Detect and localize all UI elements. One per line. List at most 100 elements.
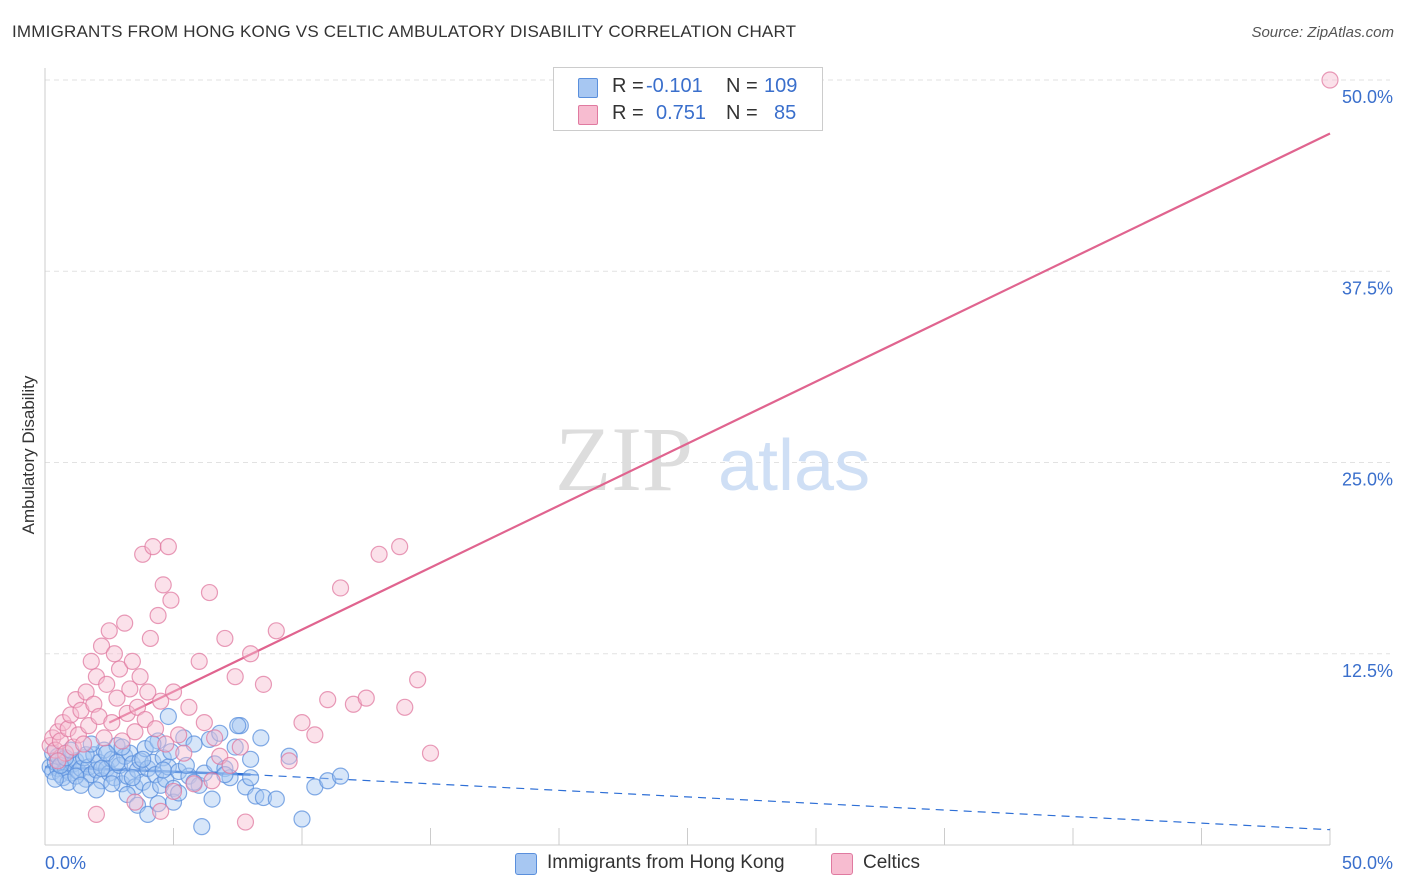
data-point [319, 772, 337, 790]
chart-title: IMMIGRANTS FROM HONG KONG VS CELTIC AMBU… [12, 22, 797, 41]
watermark: ZIP atlas [555, 408, 870, 510]
data-point [128, 698, 147, 716]
data-point [409, 671, 427, 689]
data-point [252, 729, 270, 747]
legend-n-label: N = [726, 75, 758, 97]
data-point [331, 767, 350, 785]
data-point [193, 818, 211, 836]
tick-labels: 12.5% 25.0% 37.5% 50.0% 0.0% 50.0% [45, 87, 1393, 873]
data-point [226, 738, 244, 756]
data-point [421, 744, 440, 762]
bottom-legend-label-celtics: Celtics [863, 852, 921, 873]
data-point [180, 698, 198, 716]
y-tick-label: 50.0% [1342, 87, 1393, 107]
legend-r-value: -0.101 [646, 75, 703, 97]
data-point [46, 741, 64, 759]
data-point [154, 761, 172, 779]
data-point [190, 652, 208, 671]
data-point [141, 629, 159, 648]
y-tick-label: 12.5% [1342, 661, 1393, 681]
data-point [200, 583, 219, 602]
data-point [77, 683, 95, 701]
data-point [185, 775, 203, 793]
data-point [254, 788, 273, 807]
data-point [74, 749, 93, 767]
data-point [121, 680, 139, 698]
data-point [100, 622, 118, 640]
data-point [113, 732, 131, 750]
data-point [116, 614, 134, 632]
data-point [126, 723, 144, 741]
data-point [152, 802, 170, 820]
data-point [49, 752, 67, 770]
data-point [123, 652, 141, 671]
data-point [195, 713, 213, 732]
data-point [154, 576, 172, 594]
data-point [144, 538, 162, 556]
data-point [175, 744, 193, 762]
data-point [103, 713, 121, 732]
data-point [134, 750, 152, 768]
x-tick-label: 0.0% [45, 853, 86, 873]
data-point [159, 707, 177, 726]
data-point [92, 759, 111, 778]
data-point [175, 729, 193, 747]
data-point [242, 750, 260, 768]
data-point [157, 735, 175, 753]
data-point [203, 790, 221, 808]
data-point [108, 689, 126, 707]
data-point [280, 747, 298, 765]
data-point [141, 781, 159, 799]
data-point [139, 805, 157, 824]
data-point [77, 746, 95, 764]
data-point [113, 738, 131, 756]
bottom-legend-swatch-celtics [831, 853, 853, 875]
bottom-legend-label-hong-kong: Immigrants from Hong Kong [547, 852, 785, 873]
data-point [162, 591, 180, 609]
data-point [280, 752, 298, 770]
data-point [319, 691, 337, 709]
legend-n-value: 85 [774, 102, 797, 124]
legend-swatch-celtics [578, 105, 598, 125]
chart-source: Source: ZipAtlas.com [1251, 24, 1394, 41]
data-point [123, 769, 141, 787]
data-point [267, 790, 285, 808]
data-point [1321, 71, 1339, 89]
data-point [92, 637, 111, 655]
data-point [229, 717, 247, 735]
data-point [396, 698, 414, 716]
data-point [164, 782, 183, 801]
data-point [95, 729, 113, 747]
data-point [139, 683, 157, 701]
y-tick-label: 25.0% [1342, 470, 1393, 490]
x-tick-label: 50.0% [1342, 853, 1393, 873]
data-point [206, 729, 224, 747]
data-point [62, 706, 80, 724]
bottom-legend-swatch-hong-kong [515, 853, 537, 875]
legend-n-label: N = [726, 102, 758, 124]
axes [44, 68, 1331, 846]
data-point [357, 689, 375, 707]
data-point [267, 622, 285, 640]
data-point [110, 660, 129, 678]
data-point [118, 704, 136, 723]
legend-r-label: R = [612, 75, 644, 97]
data-point [221, 756, 239, 775]
data-point [164, 683, 183, 701]
data-point [82, 652, 100, 671]
data-point [391, 538, 409, 556]
legend-r-label: R = [612, 102, 644, 124]
data-point [146, 720, 165, 738]
data-point [87, 781, 106, 799]
data-point [59, 720, 77, 738]
grid-lines [45, 79, 1390, 655]
data-points [41, 71, 1339, 836]
y-axis-label: Ambulatory Disability [19, 375, 38, 534]
data-point [87, 805, 106, 824]
data-point [103, 775, 121, 793]
data-point [306, 726, 324, 744]
data-point [170, 726, 188, 744]
data-point [242, 769, 260, 787]
legend-swatch-hong-kong [578, 78, 598, 98]
